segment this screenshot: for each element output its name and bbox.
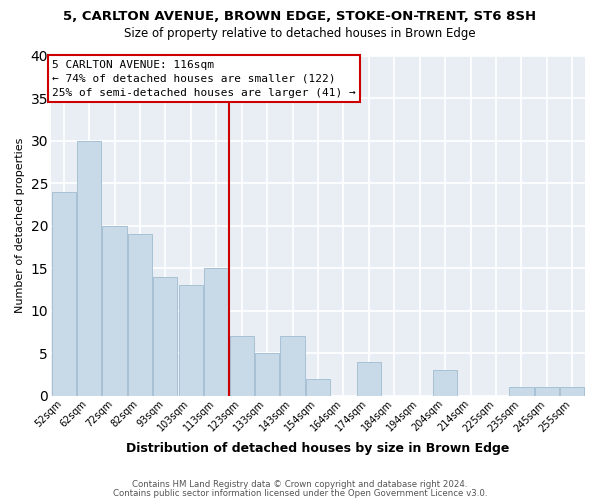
Bar: [179, 286, 203, 396]
Bar: [103, 226, 127, 396]
Text: Contains HM Land Registry data © Crown copyright and database right 2024.: Contains HM Land Registry data © Crown c…: [132, 480, 468, 489]
Text: 5, CARLTON AVENUE, BROWN EDGE, STOKE-ON-TRENT, ST6 8SH: 5, CARLTON AVENUE, BROWN EDGE, STOKE-ON-…: [64, 10, 536, 23]
Bar: [560, 388, 584, 396]
Bar: [280, 336, 305, 396]
Bar: [357, 362, 381, 396]
Bar: [52, 192, 76, 396]
Text: Size of property relative to detached houses in Brown Edge: Size of property relative to detached ho…: [124, 28, 476, 40]
Bar: [255, 354, 279, 396]
Bar: [204, 268, 229, 396]
Bar: [535, 388, 559, 396]
Text: 5 CARLTON AVENUE: 116sqm
← 74% of detached houses are smaller (122)
25% of semi-: 5 CARLTON AVENUE: 116sqm ← 74% of detach…: [52, 60, 356, 98]
Bar: [306, 379, 330, 396]
Bar: [509, 388, 533, 396]
Bar: [154, 277, 178, 396]
X-axis label: Distribution of detached houses by size in Brown Edge: Distribution of detached houses by size …: [126, 442, 509, 455]
Text: Contains public sector information licensed under the Open Government Licence v3: Contains public sector information licen…: [113, 488, 487, 498]
Bar: [433, 370, 457, 396]
Y-axis label: Number of detached properties: Number of detached properties: [15, 138, 25, 314]
Bar: [128, 234, 152, 396]
Bar: [77, 140, 101, 396]
Bar: [230, 336, 254, 396]
